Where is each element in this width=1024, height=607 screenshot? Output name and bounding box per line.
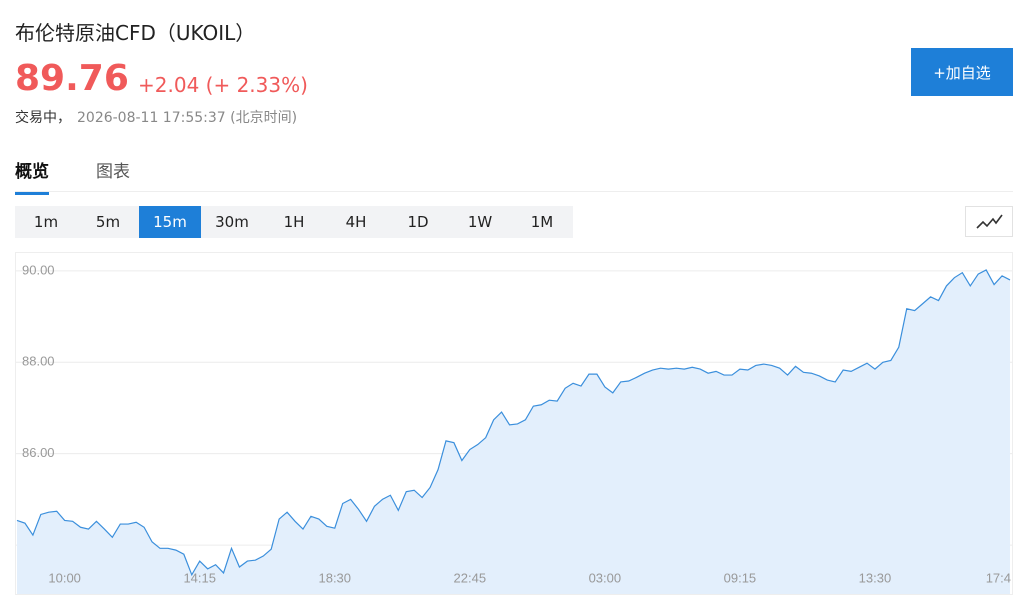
x-tick-label: 18:30 [318, 570, 351, 585]
y-tick-label: 90.00 [22, 262, 55, 277]
line [16, 269, 1011, 577]
chart-type-icon [976, 214, 1003, 229]
price: 89.76 [15, 58, 129, 99]
interval-button[interactable]: 5m [95, 213, 121, 231]
interval-button[interactable]: 1D [407, 213, 429, 231]
interval-button[interactable]: 1H [283, 213, 305, 231]
tab[interactable]: 概览 [15, 157, 49, 195]
chart-type-button[interactable] [965, 206, 1013, 237]
timestamp: 2026-08-11 17:55:37 (北京时间) [77, 110, 298, 126]
interval-button[interactable]: 1W [467, 213, 493, 231]
tab[interactable]: 图表 [96, 162, 130, 182]
y-tick-label: 86.00 [22, 445, 55, 460]
separator [15, 191, 1013, 192]
chart: 84.0086.0088.0090.0010:0014:1518:3022:45… [15, 252, 1013, 595]
interval-bar: 1m 5m 15m 30m 1H 4H 1D 1W 1M [15, 206, 573, 238]
change: +2.04 (+ 2.33%) [138, 73, 308, 97]
x-tick-label: 22:45 [454, 570, 487, 585]
area [17, 269, 1010, 594]
x-tick-label: 13:30 [859, 570, 892, 585]
x-tick-label: 09:15 [724, 570, 757, 585]
y-tick-label: 88.00 [22, 354, 55, 369]
interval-button[interactable]: 30m [215, 213, 249, 231]
status: 交易中， [15, 110, 71, 126]
x-tick-label: 17:4 [986, 570, 1011, 585]
x-tick-label: 03:00 [589, 570, 622, 585]
interval-button[interactable]: 4H [345, 213, 367, 231]
add-watchlist-button[interactable]: +加自选 [911, 48, 1013, 96]
x-tick-label: 10:00 [48, 570, 81, 585]
interval-button[interactable]: 1m [33, 213, 59, 231]
x-tick-label: 14:15 [183, 570, 216, 585]
title: 布伦特原油CFD（UKOIL） [15, 21, 256, 45]
interval-button[interactable]: 15m [139, 206, 201, 238]
interval-button[interactable]: 1M [530, 213, 554, 231]
